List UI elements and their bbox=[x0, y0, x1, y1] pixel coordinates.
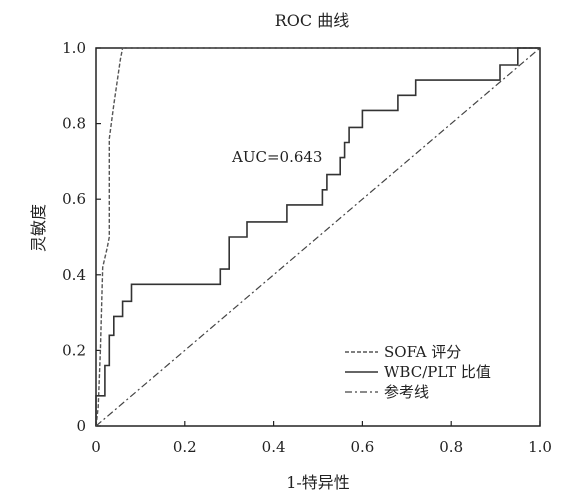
x-tick-label: 0 bbox=[91, 438, 101, 456]
x-tick-label: 0.2 bbox=[173, 438, 197, 456]
series-line-1 bbox=[95, 47, 540, 426]
x-tick-label: 1.0 bbox=[528, 438, 552, 456]
y-tick-label: 0.8 bbox=[62, 115, 86, 133]
y-axis-label: 灵敏度 bbox=[29, 204, 48, 252]
series-line-2 bbox=[95, 47, 541, 427]
chart-title: ROC 曲线 bbox=[275, 11, 350, 30]
y-tick-label: 1.0 bbox=[62, 39, 86, 57]
legend-label: SOFA 评分 bbox=[384, 343, 461, 361]
legend-label: 参考线 bbox=[384, 383, 429, 401]
y-tick-label: 0.6 bbox=[62, 190, 86, 208]
x-axis-label: 1-特异性 bbox=[286, 473, 350, 492]
x-axis-ticks: 0 0.2 0.4 0.6 0.8 1.0 bbox=[91, 421, 552, 456]
x-tick-label: 0.4 bbox=[262, 438, 286, 456]
y-tick-label: 0 bbox=[76, 417, 86, 435]
series-layer bbox=[95, 47, 541, 427]
auc-annotation: AUC=0.643 bbox=[231, 148, 322, 166]
legend-label: WBC/PLT 比值 bbox=[384, 363, 491, 381]
series-line-0 bbox=[95, 47, 540, 427]
y-tick-label: 0.4 bbox=[62, 266, 86, 284]
x-tick-label: 0.6 bbox=[350, 438, 374, 456]
x-tick-label: 0.8 bbox=[439, 438, 463, 456]
y-tick-label: 0.2 bbox=[62, 341, 86, 359]
plot-frame bbox=[95, 47, 541, 427]
y-axis-ticks: 0 0.2 0.4 0.6 0.8 1.0 bbox=[62, 39, 101, 435]
